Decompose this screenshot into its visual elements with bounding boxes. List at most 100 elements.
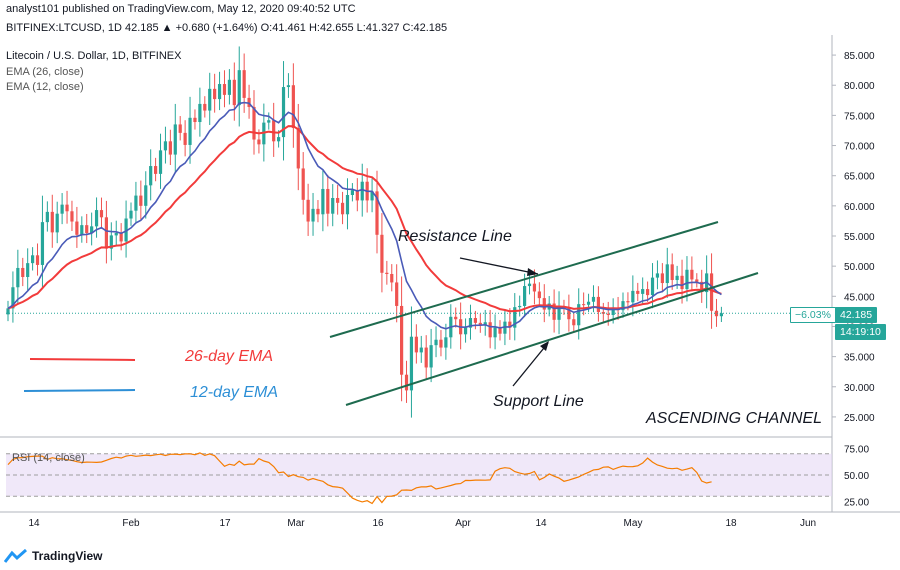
candle-body xyxy=(139,195,143,206)
candle-body xyxy=(626,301,630,303)
candle-body xyxy=(237,70,241,106)
candle-body xyxy=(631,290,635,303)
candle-body xyxy=(655,273,660,278)
candle-body xyxy=(75,221,79,235)
ema26-annotation: 26-day EMA xyxy=(185,348,274,365)
candle-body xyxy=(336,198,340,203)
candle-body xyxy=(6,308,10,315)
ema12-legend[interactable]: EMA (12, close) xyxy=(6,81,84,93)
candle-body xyxy=(55,213,59,233)
rsi-legend[interactable]: RSI (14, close) xyxy=(12,452,85,464)
candle-body xyxy=(577,304,581,326)
candle-body xyxy=(513,307,517,328)
candle-body xyxy=(35,255,40,265)
candle-body xyxy=(591,296,596,302)
rsi-line xyxy=(7,452,712,505)
ema26-legend[interactable]: EMA (26, close) xyxy=(6,66,84,78)
candles xyxy=(6,46,723,418)
candle-body xyxy=(217,84,222,100)
price-tick-label: 80.000 xyxy=(844,81,875,92)
candle-body xyxy=(537,291,541,299)
candle-body xyxy=(670,264,674,281)
candle-body xyxy=(375,191,379,235)
candle-body xyxy=(709,273,714,311)
candle-body xyxy=(321,188,325,215)
candle-body xyxy=(586,301,591,305)
rsi-tick-label: 50.00 xyxy=(844,471,869,482)
candle-body xyxy=(149,166,153,186)
candle-body xyxy=(60,204,64,214)
candle-body xyxy=(198,103,202,123)
candle-body xyxy=(350,190,354,195)
candle-body xyxy=(134,195,138,211)
candle-body xyxy=(542,298,546,310)
price-tick-label: 55.000 xyxy=(844,232,875,243)
candle-body xyxy=(714,310,719,317)
price-tick-label: 45.000 xyxy=(844,292,875,303)
ema26-line xyxy=(7,125,722,313)
candle-body xyxy=(31,255,35,264)
candle-body xyxy=(50,211,54,233)
candle-body xyxy=(154,166,158,174)
candle-body xyxy=(621,301,625,311)
price-tick-label: 75.000 xyxy=(844,111,875,122)
candle-body xyxy=(532,283,537,292)
candle-body xyxy=(582,304,586,306)
candle-body xyxy=(596,296,600,312)
candle-body xyxy=(360,181,364,201)
ascending-channel xyxy=(329,221,759,406)
candle-body xyxy=(311,208,315,222)
candle-body xyxy=(301,168,305,200)
candle-body xyxy=(685,269,689,290)
candle-body xyxy=(380,234,384,273)
candle-body xyxy=(355,190,359,201)
candle-body xyxy=(340,202,345,215)
last-price-tag: 42.185 xyxy=(835,307,878,323)
candle-body xyxy=(434,339,438,346)
candle-body xyxy=(257,139,261,145)
resistance-arrow xyxy=(459,257,539,275)
candle-body xyxy=(370,191,374,201)
price-tick-label: 35.000 xyxy=(844,353,875,364)
candle-body xyxy=(429,345,433,368)
support-line xyxy=(345,272,759,406)
candle-body xyxy=(208,88,212,111)
time-tick-label: May xyxy=(624,518,643,529)
candle-body xyxy=(227,79,231,95)
candle-body xyxy=(675,275,679,281)
ema12-swatch xyxy=(23,389,136,392)
candle-body xyxy=(400,305,404,375)
candle-body xyxy=(611,307,615,316)
time-tick-label: 14 xyxy=(28,518,40,529)
candle-body xyxy=(114,232,118,236)
candle-body xyxy=(606,313,610,316)
rsi-tick-label: 75.00 xyxy=(844,444,869,455)
publisher-line: analyst101 published on TradingView.com,… xyxy=(6,3,356,15)
candle-body xyxy=(552,303,556,320)
candle-body xyxy=(291,85,295,129)
candle-body xyxy=(483,322,487,325)
tradingview-logo[interactable]: TradingView xyxy=(4,548,102,564)
price-tick-label: 50.000 xyxy=(844,262,875,273)
candle-body xyxy=(124,218,128,242)
candle-body xyxy=(16,267,20,288)
candle-body xyxy=(65,204,69,212)
candle-body xyxy=(650,277,655,296)
time-tick-label: 18 xyxy=(725,518,737,529)
candle-body xyxy=(306,199,310,222)
candle-body xyxy=(183,132,187,145)
ema12-line xyxy=(7,101,722,330)
candle-body xyxy=(695,279,699,282)
candle-body xyxy=(700,281,704,293)
candle-body xyxy=(527,283,532,287)
candle-body xyxy=(493,327,497,338)
countdown-tag: 14:19:10 xyxy=(835,324,886,340)
candle-body xyxy=(316,208,320,215)
candle-body xyxy=(272,120,276,142)
support-arrowhead xyxy=(540,341,549,351)
candle-body xyxy=(40,222,45,265)
price-tick-label: 60.000 xyxy=(844,202,875,213)
resistance-line xyxy=(329,221,719,338)
candle-body xyxy=(173,124,177,155)
